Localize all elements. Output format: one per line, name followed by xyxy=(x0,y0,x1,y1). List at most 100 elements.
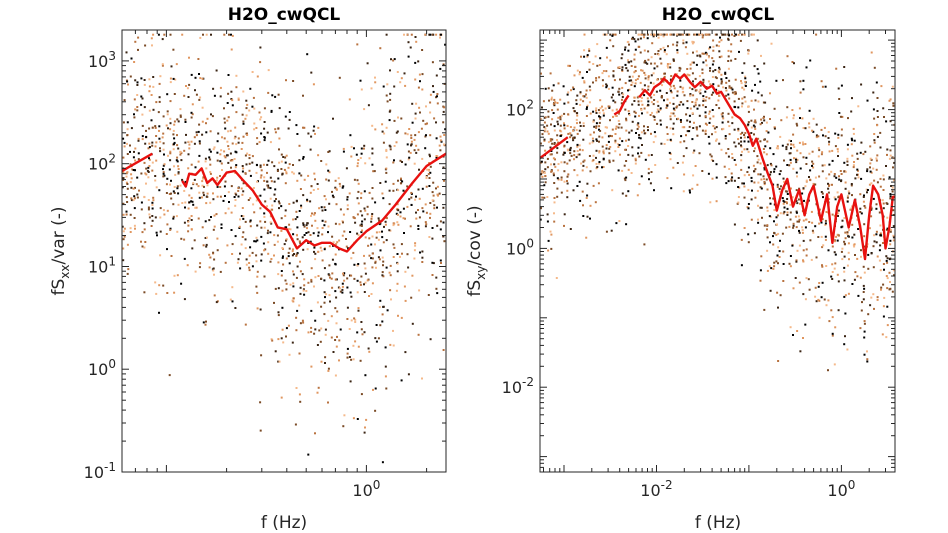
scatter-point xyxy=(889,149,892,152)
scatter-point xyxy=(384,220,387,223)
scatter-point xyxy=(397,189,400,192)
scatter-point xyxy=(259,207,262,210)
scatter-point xyxy=(197,185,200,188)
scatter-point xyxy=(359,224,362,227)
scatter-point xyxy=(393,145,396,147)
scatter-point xyxy=(385,94,388,97)
scatter-point xyxy=(617,169,620,172)
scatter-point xyxy=(860,177,863,180)
scatter-point xyxy=(360,224,363,227)
scatter-point xyxy=(377,256,380,259)
scatter-point xyxy=(392,224,395,227)
scatter-point xyxy=(302,94,304,97)
scatter-point xyxy=(706,123,708,126)
scatter-point xyxy=(876,135,879,138)
scatter-point xyxy=(379,222,382,225)
scatter-point xyxy=(260,174,263,177)
scatter-point xyxy=(808,122,811,125)
scatter-point xyxy=(280,153,283,156)
scatter-point xyxy=(720,82,723,85)
scatter-point xyxy=(363,254,365,257)
scatter-point xyxy=(389,148,392,151)
scatter-point xyxy=(637,75,640,78)
scatter-point xyxy=(404,132,407,135)
mean-line-segment-2 xyxy=(638,73,895,261)
scatter-point xyxy=(553,201,556,204)
scatter-point xyxy=(338,287,341,290)
y-tick-label: 102 xyxy=(88,152,116,174)
scatter-point xyxy=(235,193,238,196)
scatter-point xyxy=(123,227,126,230)
scatter-point xyxy=(712,70,715,73)
scatter-point xyxy=(837,155,839,157)
scatter-point xyxy=(158,96,161,99)
scatter-point xyxy=(859,207,862,210)
scatter-point xyxy=(834,262,837,265)
scatter-point xyxy=(588,68,591,71)
scatter-point xyxy=(327,319,330,322)
scatter-point xyxy=(306,248,309,251)
scatter-point xyxy=(859,327,862,330)
scatter-point xyxy=(731,91,734,94)
scatter-point xyxy=(284,226,287,229)
scatter-point xyxy=(848,258,850,261)
scatter-point xyxy=(421,377,423,380)
scatter-point xyxy=(273,193,276,196)
scatter-point xyxy=(885,255,888,258)
scatter-point xyxy=(892,225,895,228)
scatter-point xyxy=(155,231,158,234)
scatter-point xyxy=(870,207,873,210)
scatter-point xyxy=(608,147,611,150)
scatter-point xyxy=(150,225,153,227)
scatter-point xyxy=(312,232,315,235)
scatter-point xyxy=(418,289,421,292)
scatter-point xyxy=(863,205,866,207)
scatter-point xyxy=(679,85,682,88)
scatter-point xyxy=(644,158,647,161)
scatter-point xyxy=(436,206,438,209)
scatter-point xyxy=(731,153,734,155)
scatter-point xyxy=(695,63,698,66)
scatter-point xyxy=(202,194,205,197)
scatter-point xyxy=(823,164,826,167)
left-mean-line xyxy=(122,152,446,253)
scatter-point xyxy=(197,130,200,133)
scatter-point xyxy=(187,230,190,233)
scatter-point xyxy=(750,119,753,122)
scatter-point xyxy=(737,142,740,145)
scatter-point xyxy=(573,169,576,172)
scatter-point xyxy=(814,183,817,186)
scatter-point xyxy=(167,127,169,130)
scatter-point xyxy=(342,185,345,188)
scatter-point xyxy=(368,295,370,297)
scatter-point xyxy=(363,431,366,434)
scatter-point xyxy=(737,177,740,179)
scatter-point xyxy=(397,314,399,317)
scatter-point xyxy=(604,33,607,36)
scatter-point xyxy=(188,147,191,150)
scatter-point xyxy=(219,153,222,156)
scatter-point xyxy=(710,158,713,161)
scatter-point xyxy=(280,160,283,163)
scatter-point xyxy=(594,55,597,58)
scatter-point xyxy=(753,170,755,173)
scatter-point xyxy=(634,111,637,114)
scatter-point xyxy=(206,184,209,187)
scatter-point xyxy=(680,101,683,104)
scatter-point xyxy=(406,143,409,146)
y-tick-label: 103 xyxy=(88,49,116,71)
scatter-point xyxy=(253,107,256,110)
scatter-point xyxy=(569,132,572,135)
scatter-point xyxy=(795,171,798,174)
scatter-point xyxy=(348,192,351,195)
scatter-point xyxy=(631,103,634,106)
scatter-point xyxy=(148,85,151,88)
scatter-point xyxy=(382,260,385,263)
scatter-point xyxy=(875,157,878,160)
scatter-point xyxy=(821,151,824,154)
scatter-point xyxy=(769,289,772,292)
scatter-point xyxy=(205,243,208,246)
scatter-point xyxy=(403,72,406,75)
scatter-point xyxy=(552,157,555,160)
scatter-point xyxy=(750,99,753,102)
